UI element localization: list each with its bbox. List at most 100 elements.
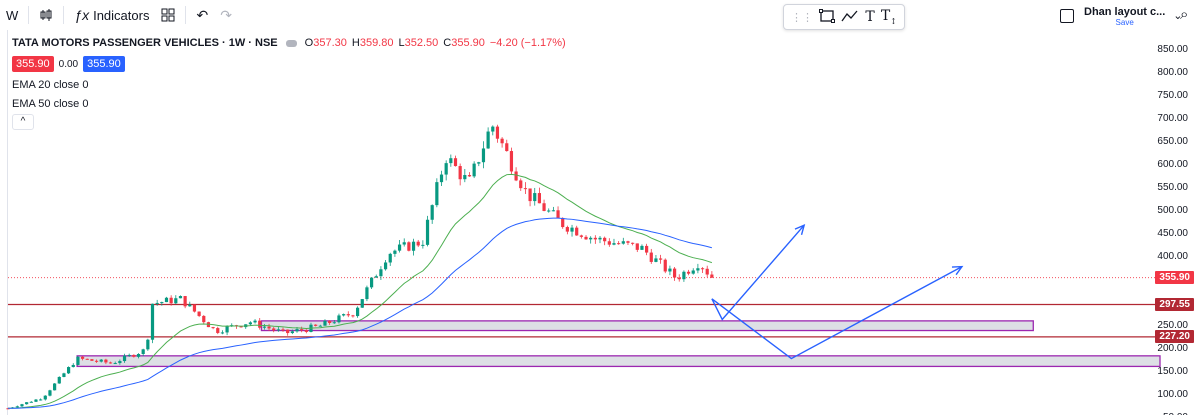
- candle-body: [66, 367, 71, 374]
- undo-icon: ↶: [196, 6, 209, 23]
- candle-body: [160, 302, 164, 304]
- candle-body: [290, 331, 294, 334]
- candle-body: [286, 329, 290, 334]
- candle-body: [607, 241, 611, 245]
- candle-body: [547, 210, 551, 212]
- candle-body: [561, 217, 565, 228]
- candle-body: [505, 143, 509, 152]
- grid-icon: [161, 8, 175, 22]
- candle-body: [509, 151, 514, 172]
- support-level-tag-0: 297.55: [1155, 297, 1194, 311]
- candle-body: [593, 237, 597, 240]
- ohlc-high: H359.80: [351, 37, 394, 49]
- layout-checkbox[interactable]: [1060, 9, 1074, 23]
- rectangle-tool-icon[interactable]: [819, 8, 836, 26]
- market-status-icon: [285, 39, 297, 47]
- candle-body: [169, 297, 173, 304]
- candle-body: [631, 242, 635, 244]
- text-tool-icon[interactable]: T: [865, 9, 875, 25]
- candle-body: [430, 205, 434, 220]
- chart-type-button[interactable]: [33, 0, 59, 30]
- redo-button[interactable]: ↷: [214, 0, 238, 30]
- snapshot-icon[interactable]: ⌕: [1180, 6, 1189, 23]
- candle-body: [57, 376, 61, 384]
- interval-button[interactable]: W: [0, 0, 24, 30]
- candle-body: [477, 162, 481, 164]
- ema50-line: [7, 217, 712, 409]
- candle-body: [589, 237, 593, 240]
- candle-body: [39, 399, 43, 401]
- candle-body: [239, 326, 243, 328]
- divider: [185, 6, 187, 24]
- candle-body: [421, 244, 425, 246]
- candle-body: [300, 329, 304, 331]
- candle-body: [174, 298, 178, 304]
- candle-body: [164, 297, 169, 303]
- candle-body: [155, 302, 159, 304]
- candle-body: [495, 126, 500, 139]
- symbol-title[interactable]: TATA MOTORS PASSENGER VEHICLES · 1W · NS…: [12, 37, 278, 49]
- candle-body: [439, 174, 444, 183]
- layout-selector[interactable]: Dhan layout c... Save ⌄: [1060, 6, 1183, 27]
- candle-body: [472, 163, 476, 177]
- chart-legend: TATA MOTORS PASSENGER VEHICLES · 1W · NS…: [12, 37, 571, 130]
- layout-name: Dhan layout c...: [1084, 6, 1166, 18]
- candle-body: [48, 390, 52, 396]
- candle-body: [416, 241, 420, 246]
- path-tool-icon[interactable]: [841, 9, 859, 26]
- candle-body: [53, 383, 57, 391]
- zone-rect-1: [76, 355, 1161, 368]
- candle-body: [397, 244, 402, 251]
- indicators-button[interactable]: ƒx Indicators: [68, 0, 155, 30]
- candle-body: [677, 277, 681, 280]
- collapse-legend-button[interactable]: ^: [12, 114, 34, 130]
- candle-body: [570, 227, 574, 232]
- candle-body: [486, 131, 490, 149]
- candle-body: [603, 237, 607, 242]
- price-axis-tick: 50.00: [1163, 412, 1188, 415]
- ema50-legend[interactable]: EMA 50 close 0: [12, 98, 89, 110]
- candle-body: [519, 180, 523, 189]
- ema20-line: [7, 173, 713, 409]
- candle-body: [262, 326, 266, 328]
- price-axis-tick: 100.00: [1157, 389, 1188, 401]
- ema20-legend[interactable]: EMA 20 close 0: [12, 79, 89, 91]
- buy-price-button[interactable]: 355.90: [83, 56, 125, 72]
- templates-button[interactable]: [155, 0, 181, 30]
- function-icon: ƒx: [74, 7, 90, 23]
- candle-body: [411, 241, 416, 251]
- candle-body: [453, 158, 458, 167]
- price-axis-tick: 750.00: [1157, 90, 1188, 102]
- price-axis-tick: 800.00: [1157, 67, 1188, 79]
- candle-body: [34, 399, 38, 402]
- undo-button[interactable]: ↶: [190, 0, 214, 30]
- candle-body: [663, 259, 667, 272]
- candle-body: [276, 329, 280, 331]
- candle-body: [523, 188, 528, 190]
- current-price-tag: 355.90: [1155, 270, 1194, 284]
- candle-body: [15, 406, 19, 408]
- layout-save-link[interactable]: Save: [1115, 18, 1134, 27]
- sell-price-button[interactable]: 355.90: [12, 56, 54, 72]
- drag-handle-icon[interactable]: ⋮⋮: [791, 11, 814, 24]
- candle-body: [146, 339, 150, 350]
- candle-body: [369, 277, 374, 288]
- candle-body: [25, 402, 29, 405]
- candle-body: [90, 359, 94, 361]
- candle-body: [598, 237, 602, 240]
- text-size-tool-icon[interactable]: T↕: [880, 8, 897, 26]
- candle-body: [425, 219, 430, 245]
- candle-body: [197, 311, 201, 316]
- price-axis-tick: 250.00: [1157, 320, 1188, 332]
- candle-body: [127, 354, 131, 356]
- candle-body: [691, 270, 695, 274]
- price-chart[interactable]: [0, 30, 1199, 415]
- candle-body: [332, 322, 336, 324]
- chevron-down-icon[interactable]: ⌄: [1173, 10, 1183, 22]
- candle-body: [188, 304, 192, 307]
- candle-body: [658, 258, 663, 260]
- support-level-tag-1: 227.20: [1155, 329, 1194, 343]
- candle-body: [407, 242, 411, 251]
- candle-body: [612, 243, 616, 245]
- candle-body: [108, 362, 113, 364]
